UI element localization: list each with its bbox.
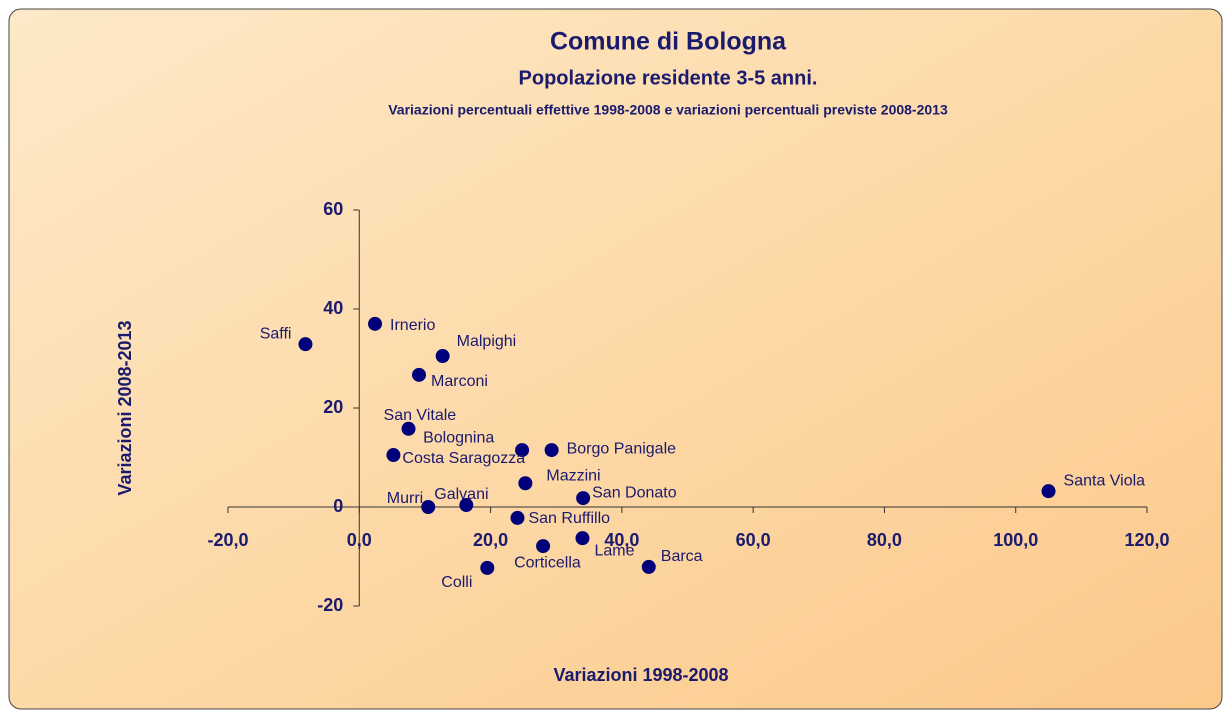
point (421, 500, 436, 514)
point-label: Barca (661, 548, 703, 565)
y-tick-label: 60 (323, 199, 343, 219)
point (368, 316, 383, 331)
point (518, 476, 533, 491)
x-tick-label: 60,0 (736, 530, 771, 550)
point (459, 498, 474, 513)
x-tick-label: 40,0 (604, 530, 639, 550)
point (510, 510, 525, 525)
point (575, 531, 590, 546)
point (412, 367, 427, 382)
x-tick-label: 20,0 (473, 530, 508, 550)
point-label: Irnerio (390, 317, 435, 334)
point (386, 448, 401, 463)
point (298, 337, 313, 352)
y-axis-label: Variazioni 2008-2013 (115, 320, 135, 495)
x-tick-label: -20,0 (207, 530, 248, 550)
point-label: San Donato (592, 484, 677, 501)
point-label: Marconi (431, 373, 488, 390)
point-label: Bolognina (423, 429, 494, 446)
point (480, 560, 495, 575)
point (515, 443, 530, 458)
point-label: Mazzini (546, 467, 600, 484)
point-label: Colli (441, 574, 472, 591)
point (544, 443, 559, 458)
point-label: San Ruffillo (528, 510, 610, 527)
x-tick-label: 80,0 (867, 530, 902, 550)
y-tick-label: 20 (323, 397, 343, 417)
background (8, 8, 1223, 710)
point-label: San Vitale (384, 407, 457, 424)
y-tick-label: 0 (333, 496, 343, 516)
point (401, 421, 416, 436)
point-label: Corticella (514, 554, 581, 571)
point-label: Malpighi (457, 333, 517, 350)
point-label: Santa Viola (1064, 472, 1146, 489)
x-tick-label: 100,0 (993, 530, 1038, 550)
point (435, 349, 450, 364)
point (536, 539, 551, 554)
point-label: Lame (594, 542, 634, 559)
chart-subtitle: Popolazione residente 3-5 anni. (519, 67, 818, 89)
x-axis-label: Variazioni 1998-2008 (553, 665, 728, 685)
y-tick-label: 40 (323, 298, 343, 318)
x-tick-label: 120,0 (1124, 530, 1169, 550)
point-label: Saffi (260, 325, 292, 342)
chart-description: Variazioni percentuali effettive 1998-20… (388, 102, 948, 118)
point-label: Murri (387, 490, 423, 507)
point (1041, 484, 1056, 499)
point (576, 491, 591, 506)
point-label: Galvani (434, 486, 488, 503)
point-label: Borgo Panigale (567, 440, 677, 457)
chart-title: Comune di Bologna (550, 28, 787, 56)
point-label: Costa Saragozza (402, 450, 525, 467)
point (641, 559, 656, 574)
y-tick-label: -20 (317, 595, 343, 615)
x-tick-label: 0,0 (347, 530, 372, 550)
